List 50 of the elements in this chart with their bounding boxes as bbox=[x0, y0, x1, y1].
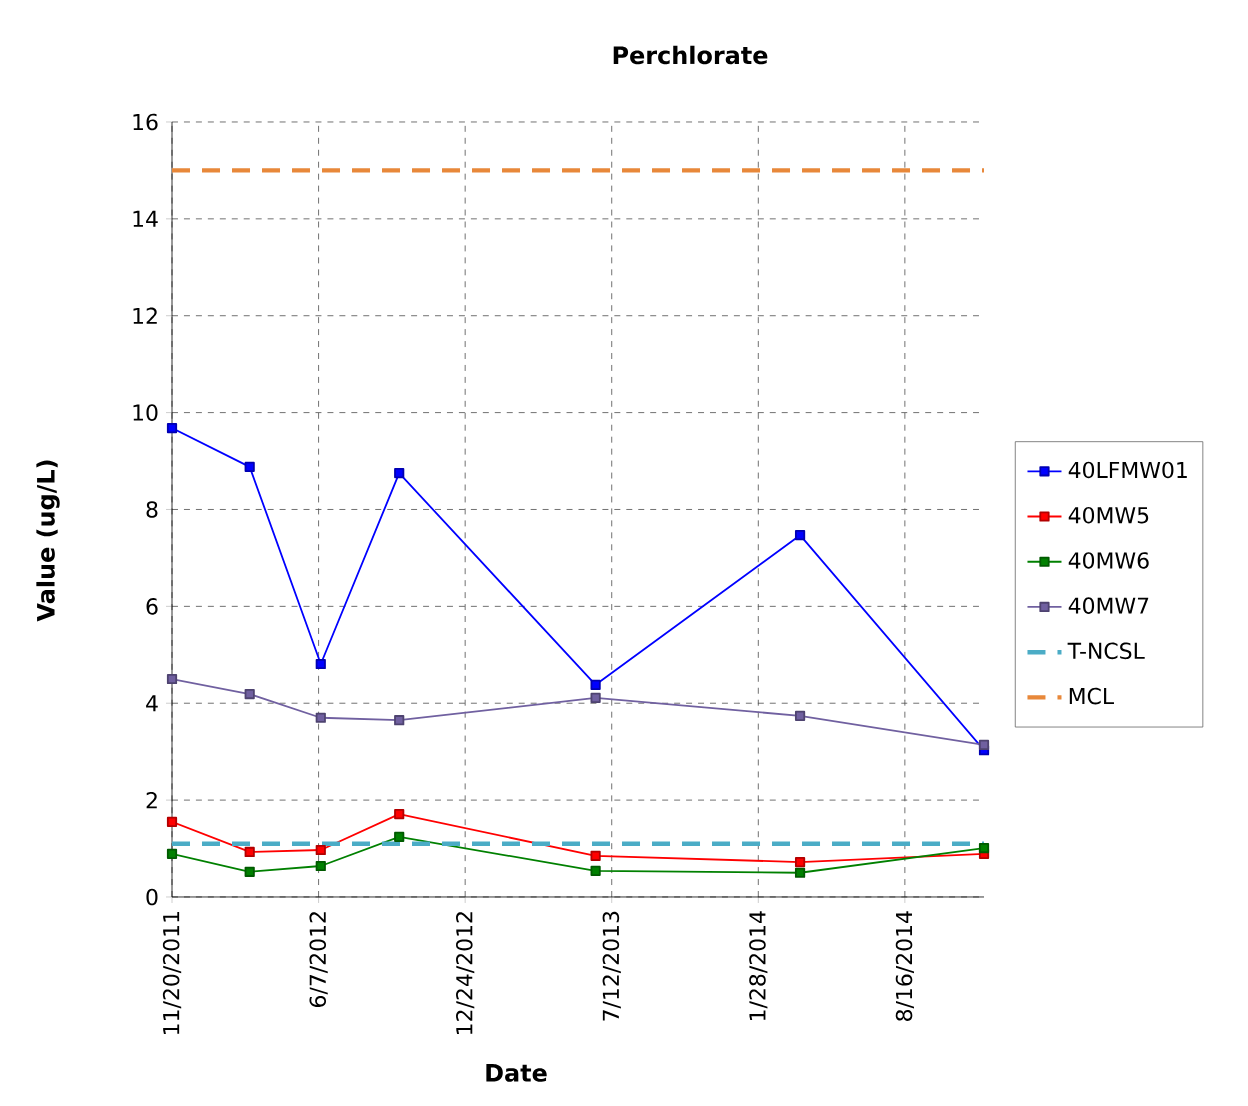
y-tick-label: 12 bbox=[133, 307, 157, 324]
y-tick-label: 0 bbox=[146, 888, 158, 906]
legend-label: 40MW7 bbox=[1068, 597, 1149, 614]
point bbox=[794, 530, 806, 541]
legend-label: MCL bbox=[1069, 687, 1114, 705]
y-tick-label: 10 bbox=[133, 404, 158, 421]
point bbox=[794, 867, 806, 878]
point bbox=[166, 423, 178, 434]
point bbox=[394, 809, 405, 820]
point bbox=[794, 710, 806, 721]
legend-label: T-NCSL bbox=[1067, 642, 1145, 660]
x-tick-label: 11/20/2011 bbox=[162, 912, 182, 1034]
point bbox=[590, 850, 601, 861]
point bbox=[590, 679, 601, 690]
x-tick-label: 7/12/2013 bbox=[602, 911, 621, 1021]
legend-label: 40MW6 bbox=[1068, 552, 1149, 569]
point bbox=[244, 688, 255, 700]
x-axis-title: Date bbox=[486, 1064, 547, 1082]
y-tick-label: 8 bbox=[146, 501, 158, 518]
legend-label: 40MW5 bbox=[1068, 506, 1149, 524]
point bbox=[244, 846, 255, 858]
legend-label: 40LFMW01 bbox=[1068, 461, 1187, 479]
point bbox=[166, 673, 178, 685]
y-tick-label: 6 bbox=[146, 598, 158, 615]
point bbox=[978, 739, 990, 750]
point bbox=[590, 865, 601, 876]
x-tick-label: 6/7/2012 bbox=[309, 912, 328, 1007]
point bbox=[244, 866, 255, 877]
point bbox=[315, 844, 326, 856]
y-tick-label: 4 bbox=[146, 695, 158, 712]
y-tick-label: 16 bbox=[133, 113, 158, 131]
point bbox=[166, 848, 178, 859]
point bbox=[166, 816, 178, 827]
point bbox=[394, 715, 405, 726]
x-tick-label: 12/24/2012 bbox=[456, 912, 475, 1034]
point bbox=[394, 831, 405, 843]
y-axis-title: Value (ug/L) bbox=[36, 460, 60, 622]
point bbox=[315, 860, 326, 872]
y-tick-label: 14 bbox=[133, 210, 158, 227]
point bbox=[794, 857, 806, 868]
y-tick-label: 2 bbox=[146, 791, 157, 809]
chart-title: Perchlorate bbox=[613, 45, 768, 65]
x-tick-label: 8/16/2014 bbox=[895, 911, 915, 1021]
point bbox=[315, 712, 326, 723]
point bbox=[394, 468, 405, 479]
x-tick-label: 1/28/2014 bbox=[749, 911, 768, 1020]
point bbox=[590, 692, 601, 703]
point bbox=[244, 461, 255, 472]
point bbox=[978, 842, 990, 854]
point bbox=[315, 658, 326, 670]
